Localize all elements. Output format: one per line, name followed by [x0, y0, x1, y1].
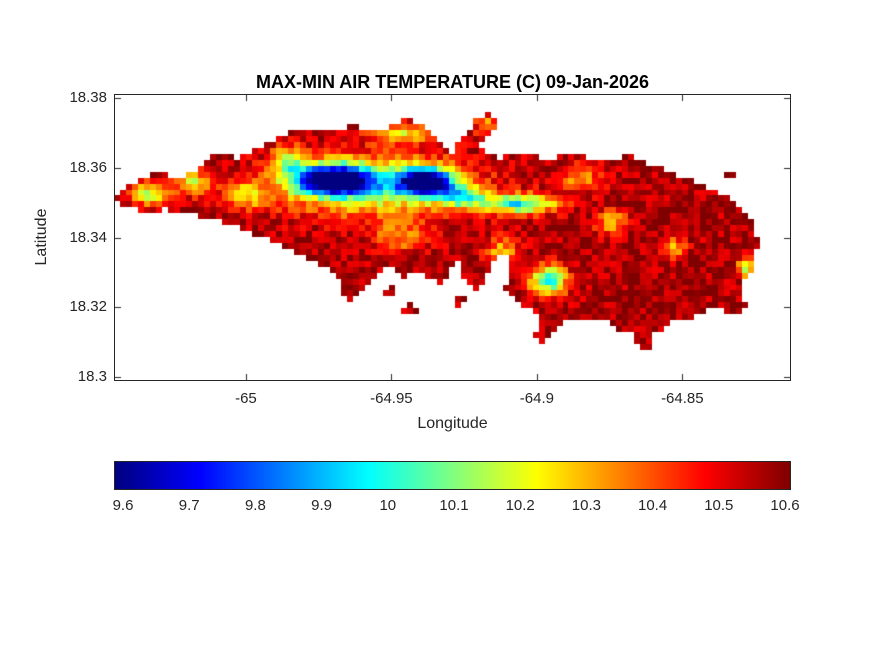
x-tick-label: -64.85 — [661, 390, 704, 407]
y-tick-label: 18.38 — [69, 89, 107, 107]
colorbar-tick-label: 9.9 — [311, 497, 333, 514]
colorbar — [114, 461, 791, 490]
colorbar-tick-label: 10 — [379, 497, 397, 514]
colorbar-gradient-canvas — [115, 462, 790, 489]
colorbar-tick-label: 10.2 — [505, 497, 535, 514]
colorbar-tick-label: 9.7 — [178, 497, 200, 514]
colorbar-tick-label: 9.6 — [112, 497, 134, 514]
colorbar-tick-label: 10.4 — [637, 497, 668, 514]
colorbar-tick-label: 10.3 — [571, 497, 601, 514]
y-tick-label: 18.34 — [69, 228, 107, 246]
y-axis-label: Latitude — [33, 208, 50, 266]
colorbar-tick-label: 9.8 — [244, 497, 266, 514]
x-tick-label: -64.9 — [519, 390, 554, 407]
island-heatmap-canvas — [115, 95, 790, 380]
colorbar-tick-label: 10.1 — [439, 497, 469, 514]
x-tick-label: -65 — [235, 390, 257, 407]
y-tick-label: 18.3 — [77, 367, 107, 385]
chart-title: MAX-MIN AIR TEMPERATURE (C) 09-Jan-2026 — [255, 72, 650, 92]
colorbar-tick-label: 10.5 — [704, 497, 734, 514]
x-tick-label: -64.95 — [370, 390, 413, 407]
y-tick-label: 18.36 — [69, 158, 107, 176]
x-axis-label: Longitude — [417, 415, 488, 432]
y-tick-label: 18.32 — [69, 298, 107, 315]
colorbar-tick-label: 10.6 — [770, 497, 800, 514]
plot-area — [114, 94, 791, 381]
